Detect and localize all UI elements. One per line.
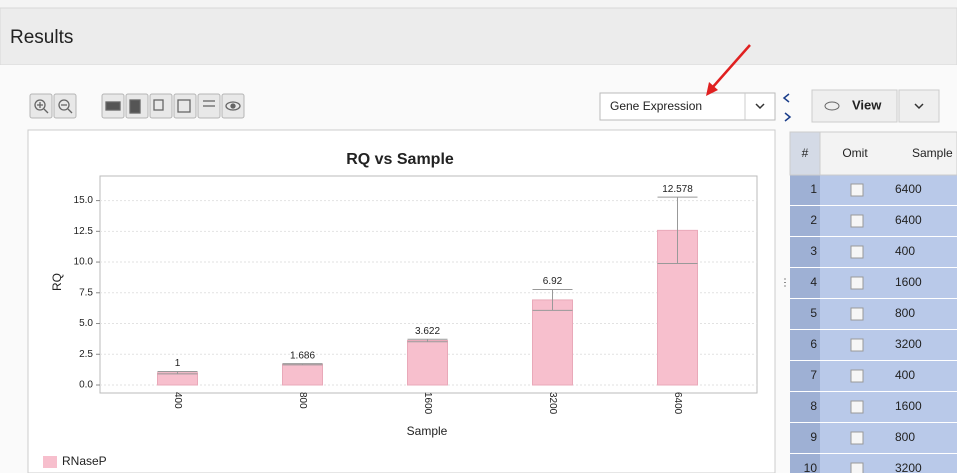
annotation-arrowhead [706,82,718,96]
row-index: 3 [810,244,817,258]
table: # Omit Sample 1 6400 2 6400 3 400 4 1600 5 800 6 3200 7… [789,131,957,473]
chevron [755,103,765,110]
omit-checkbox[interactable] [850,276,864,290]
x-tick-label: 3200 [547,392,558,415]
row-sample: 1600 [895,399,922,413]
bar [532,299,573,386]
zoom-in[interactable] [29,93,53,119]
omit-checkbox[interactable] [850,431,864,445]
y-tick-label: 5.0 [79,318,93,329]
x-tick-label: 6400 [672,392,683,415]
header-title: Results [10,27,73,48]
y-tick-label: 7.5 [79,287,93,298]
splitter[interactable]: ⋮ [780,278,790,289]
row-sample: 6400 [895,182,922,196]
column-header: Omit [842,146,868,160]
x-tick-label: 400 [172,392,183,409]
view-label: View [852,97,882,112]
error-bar [657,196,698,265]
x-axis-label: Sample [407,424,448,438]
panel-arrows[interactable] [782,93,792,122]
data-label: 3.622 [415,326,440,337]
y-tick-label: 2.5 [79,349,93,360]
x-tick-label: 1600 [422,392,433,415]
zoom-out[interactable] [53,93,77,119]
dropdown[interactable] [599,92,776,121]
row-sample: 800 [895,306,915,320]
row-sample: 800 [895,430,915,444]
error-bar [407,338,448,343]
export[interactable] [149,93,173,119]
y-tick-label: 10.0 [74,257,94,268]
error-bar [157,370,198,375]
view-button[interactable] [811,89,898,123]
row-index: 6 [810,337,817,351]
annotation-arrow [711,44,751,89]
eye-icon [824,101,840,111]
y-tick-label: 15.0 [74,195,94,206]
omit-checkbox[interactable] [850,400,864,414]
omit-checkbox[interactable] [850,214,864,228]
row-sample: 400 [895,368,915,382]
row-sample: 6400 [895,213,922,227]
x-tick-label: 800 [297,392,308,409]
index-header [789,131,821,176]
data-label: 1 [175,358,181,369]
bar [157,372,198,386]
error-bar [282,363,323,366]
dropdown-label: Gene Expression [610,99,702,113]
error-bar [532,288,573,311]
chart: RQ vs Sample 0.0 2.5 5.0 7.5 10.0 12.5 15.0 RQ Sa… [43,151,758,468]
data-label: 12.578 [662,184,693,195]
column-header: Sample [912,146,953,160]
row-index: 9 [810,430,817,444]
chart-title: RQ vs Sample [346,151,454,168]
bar [407,339,448,386]
icon-glyphs [34,99,241,114]
chevron [914,103,924,110]
row-index: 10 [804,461,818,473]
row-index: 1 [810,182,817,196]
row-sample: 3200 [895,461,922,473]
row-index: 8 [810,399,817,413]
row-index: 2 [810,213,817,227]
data-label: 1.686 [290,350,315,361]
column-header: # [802,146,809,160]
header-bar [0,7,957,66]
y-tick-label: 0.0 [79,380,93,391]
y-tick-label: 12.5 [74,226,94,237]
data-label: 6.92 [543,276,563,287]
omit-checkbox[interactable] [850,183,864,197]
legend-swatch [43,456,57,468]
y-axis-label: RQ [50,273,64,291]
omit-checkbox[interactable] [850,462,864,473]
omit-checkbox[interactable] [850,338,864,352]
view-dropdown[interactable] [898,89,940,123]
omit-checkbox[interactable] [850,245,864,259]
row-sample: 1600 [895,275,922,289]
omit-checkbox[interactable] [850,307,864,321]
row-index: 7 [810,368,817,382]
row-index: 4 [810,275,817,289]
row-sample: 3200 [895,337,922,351]
row-sample: 400 [895,244,915,258]
settings[interactable] [173,93,197,119]
row-index: 5 [810,306,817,320]
bar [282,363,323,386]
legend-label: RNaseP [62,454,107,468]
omit-checkbox[interactable] [850,369,864,383]
index-col [790,132,820,473]
